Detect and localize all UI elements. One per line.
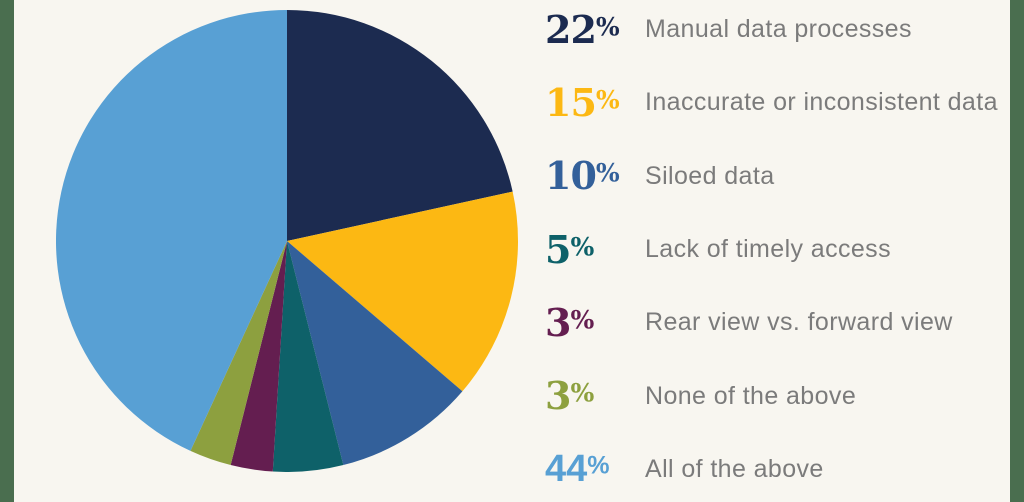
- legend-item-5: 3% None of the above: [545, 359, 1010, 432]
- percent-sign: %: [595, 157, 620, 188]
- percent-sign: %: [570, 304, 595, 335]
- pie-slice-2: [287, 241, 463, 466]
- pie-slice-0: [287, 10, 513, 241]
- legend-item-2: 10% Siloed data: [545, 140, 1010, 213]
- percent-sign: %: [587, 451, 610, 480]
- legend-label: None of the above: [645, 381, 857, 410]
- legend-item-6: 44% All of the above: [545, 433, 1010, 502]
- legend-label: Manual data processes: [645, 15, 912, 44]
- legend-item-0: 22% Manual data processes: [545, 0, 1010, 66]
- right-edge-bar: [1010, 0, 1024, 502]
- pie-slice-6: [56, 10, 287, 451]
- percent-sign: %: [595, 11, 620, 42]
- legend: 22% Manual data processes 15% Inaccurate…: [545, 0, 1010, 502]
- legend-percent: 10%: [545, 153, 620, 199]
- left-edge-bar: [0, 0, 14, 502]
- pie-slice-5: [190, 241, 287, 466]
- pie-chart-svg: [56, 10, 518, 472]
- pie-slice-1: [287, 191, 518, 392]
- legend-item-1: 15% Inaccurate or inconsistent data: [545, 66, 1010, 139]
- legend-label: All of the above: [645, 454, 824, 483]
- legend-percent: 22%: [545, 6, 620, 52]
- legend-label: Siloed data: [645, 161, 775, 190]
- legend-label: Lack of timely access: [645, 235, 891, 264]
- legend-item-3: 5% Lack of timely access: [545, 213, 1010, 286]
- legend-percent: 3%: [545, 299, 595, 345]
- legend-percent: 5%: [545, 226, 595, 272]
- legend-label: Rear view vs. forward view: [645, 308, 953, 337]
- percent-sign: %: [570, 231, 595, 262]
- legend-percent: 3%: [545, 373, 595, 419]
- legend-label: Inaccurate or inconsistent data: [645, 88, 998, 117]
- legend-percent: 15%: [545, 79, 620, 125]
- pie-slice-3: [272, 241, 344, 472]
- percent-sign: %: [570, 377, 595, 408]
- percent-sign: %: [595, 84, 620, 115]
- pie-chart: [56, 10, 518, 472]
- legend-percent: 44%: [545, 448, 610, 491]
- legend-item-4: 3% Rear view vs. forward view: [545, 286, 1010, 359]
- pie-slice-4: [230, 241, 287, 472]
